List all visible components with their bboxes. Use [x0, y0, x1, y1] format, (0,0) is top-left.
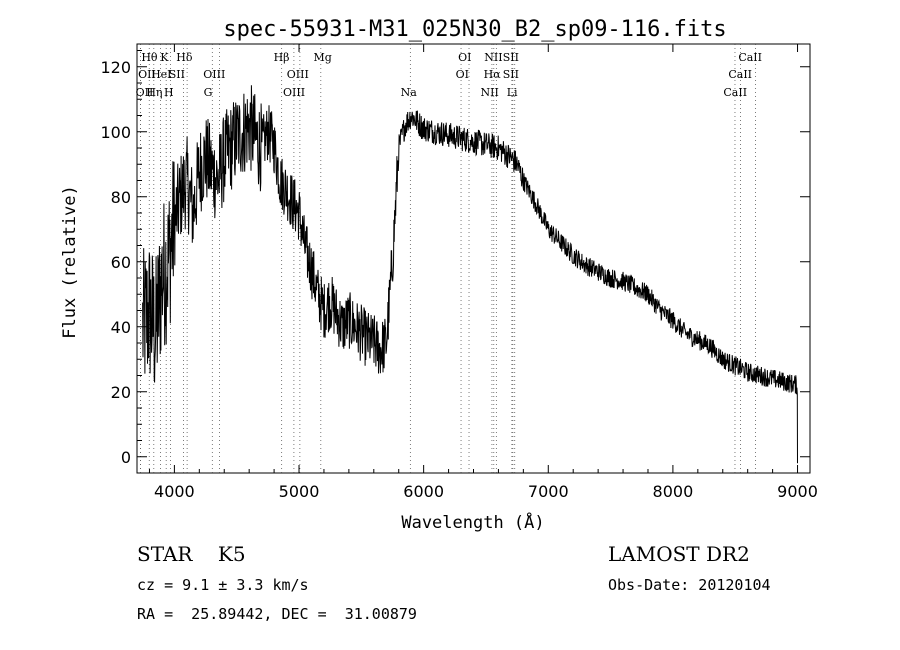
spectral-line-label: Hθ [141, 51, 158, 64]
spectral-class: STAR K5 [137, 542, 246, 566]
y-tick-label: 100 [100, 123, 131, 142]
spectral-line-label: OI [456, 68, 469, 81]
x-tick-label: 4000 [154, 482, 195, 501]
chart-title: spec-55931-M31_025N30_B2_sp09-116.fits [223, 17, 726, 42]
spectrum-series-line [142, 85, 798, 464]
redshift-cz: cz = 9.1 ± 3.3 km/s [137, 576, 309, 594]
x-axis-label: Wavelength (Å) [401, 511, 544, 533]
plot-frame [136, 43, 811, 474]
y-tick-label: 0 [121, 448, 131, 467]
spectral-line-label: CaII [728, 68, 752, 81]
spectral-line-label: CaII [738, 51, 762, 64]
x-axis-ticks: 4000 5000 6000 7000 8000 9000 [148, 44, 818, 501]
x-tick-label: 5000 [279, 482, 320, 501]
y-tick-label: 60 [111, 253, 131, 272]
spectral-line-label: NII [484, 51, 502, 64]
spectral-line-label: HeI [151, 68, 171, 81]
spectral-line-label: Hη [146, 86, 162, 99]
spectral-line-label: G [204, 86, 213, 99]
spectrum-chart: spec-55931-M31_025N30_B2_sp09-116.fits H… [60, 17, 818, 533]
spectral-line-label: K [160, 51, 169, 64]
spectral-line-label: Hβ [274, 51, 290, 64]
y-tick-label: 120 [100, 58, 131, 77]
x-tick-label: 6000 [403, 482, 444, 501]
spectral-line-label: OIII [283, 86, 305, 99]
coordinates: RA = 25.89442, DEC = 31.00879 [137, 605, 417, 623]
spectral-line-label: CaII [723, 86, 747, 99]
spectral-line-label: SII [503, 51, 519, 64]
y-axis-ticks: 0 20 40 60 80 100 120 [100, 50, 810, 467]
spectral-line-label: Li [507, 86, 518, 99]
spectral-line-label: SII [503, 68, 519, 81]
x-tick-label: 7000 [528, 482, 569, 501]
spectral-line-label: OI [458, 51, 471, 64]
spectral-line-label: OIII [287, 68, 309, 81]
y-tick-label: 20 [111, 383, 131, 402]
spectral-line-label: OII [138, 68, 156, 81]
spectral-line-label: NII [481, 86, 499, 99]
spectral-line-label: H [164, 86, 174, 99]
x-tick-label: 9000 [777, 482, 818, 501]
spectral-line-label: OII [136, 86, 154, 99]
spectral-line-label: Hα [484, 68, 502, 81]
y-axis-label: Flux (relative) [60, 185, 80, 339]
x-tick-label: 8000 [653, 482, 694, 501]
spectral-line-markers [140, 44, 756, 473]
survey-name: LAMOST DR2 [608, 542, 750, 566]
spectral-line-label: Na [401, 86, 418, 99]
y-tick-label: 80 [111, 188, 131, 207]
spectral-line-label: SII [169, 68, 185, 81]
spectral-line-label: OIII [203, 68, 225, 81]
spectral-line-label: Mg [314, 51, 332, 64]
spectral-line-label: Hδ [176, 51, 193, 64]
y-tick-label: 40 [111, 318, 131, 337]
obs-date: Obs-Date: 20120104 [608, 576, 771, 594]
